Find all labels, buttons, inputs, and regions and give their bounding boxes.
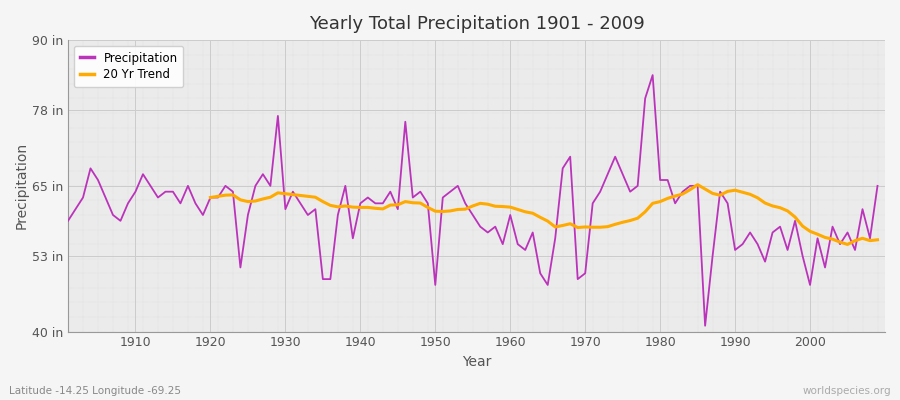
Legend: Precipitation, 20 Yr Trend: Precipitation, 20 Yr Trend <box>74 46 184 87</box>
Line: Precipitation: Precipitation <box>68 75 878 326</box>
Precipitation <box>332 212 343 217</box>
Precipitation <box>287 189 298 194</box>
X-axis label: Year: Year <box>462 355 491 369</box>
20 Yr Trend <box>670 194 680 198</box>
20 Yr Trend <box>692 182 703 187</box>
20 Yr Trend <box>842 242 853 247</box>
Precipitation <box>647 73 658 78</box>
Precipitation <box>498 242 508 246</box>
20 Yr Trend <box>857 236 868 241</box>
Precipitation <box>595 189 606 194</box>
Precipitation <box>505 212 516 217</box>
Precipitation <box>872 184 883 188</box>
Line: 20 Yr Trend: 20 Yr Trend <box>211 185 878 244</box>
Text: worldspecies.org: worldspecies.org <box>803 386 891 396</box>
Text: Latitude -14.25 Longitude -69.25: Latitude -14.25 Longitude -69.25 <box>9 386 181 396</box>
20 Yr Trend <box>767 204 778 208</box>
20 Yr Trend <box>408 200 418 205</box>
Precipitation <box>699 323 710 328</box>
20 Yr Trend <box>782 208 793 213</box>
Title: Yearly Total Precipitation 1901 - 2009: Yearly Total Precipitation 1901 - 2009 <box>309 15 644 33</box>
20 Yr Trend <box>205 195 216 200</box>
Precipitation <box>63 218 74 223</box>
20 Yr Trend <box>872 237 883 242</box>
Precipitation <box>122 201 133 206</box>
20 Yr Trend <box>295 193 306 198</box>
Y-axis label: Precipitation: Precipitation <box>15 142 29 230</box>
